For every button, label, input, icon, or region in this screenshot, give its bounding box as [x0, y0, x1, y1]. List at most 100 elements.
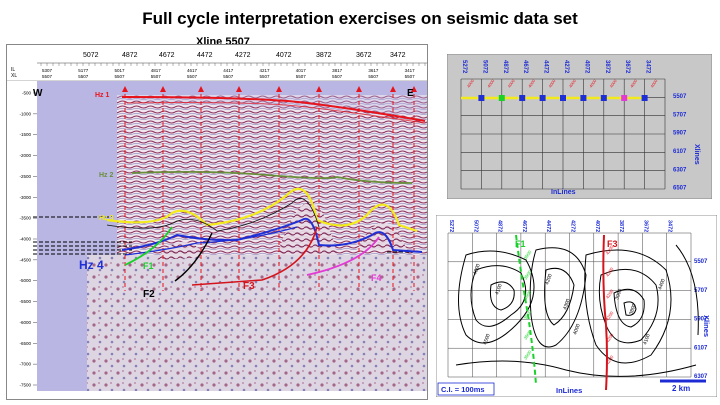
header-cell-il: 4017: [296, 68, 307, 73]
slide-title: Full cycle interpretation exercises on s…: [142, 9, 578, 28]
time-tick-label: -3500: [19, 216, 31, 221]
hz1-label: Hz 1: [95, 92, 110, 99]
basemap-xline-label: 5907: [673, 131, 687, 137]
contour-fault-f1: [515, 234, 537, 386]
contour-red-label: 4200: [605, 288, 615, 299]
header-cell-xl: 5507: [115, 74, 126, 79]
fault-f1: [124, 226, 173, 266]
horizon-pointers: [33, 216, 422, 255]
contour-map: 5272 5072 4872 4672 4472 4272 4072 3872 3672 3472…: [435, 214, 718, 398]
time-tick-label: -5000: [19, 278, 31, 283]
basemap-well-marker: [498, 95, 505, 101]
time-axis: -500 -1000 -1500 -2000 -2500 -3000 -3500 -4000 -…: [19, 91, 37, 388]
header-cell-xl: 5507: [405, 74, 416, 79]
fault-f4: [306, 236, 380, 276]
time-tick-label: -4000: [19, 237, 31, 242]
contour-inline-label: 4672: [521, 220, 527, 232]
time-tick-label: -2500: [19, 174, 31, 179]
contour-value-label: 3800: [628, 303, 638, 316]
time-tick-label: -7000: [19, 362, 31, 367]
basemap-inlines-label: InLines: [551, 189, 576, 196]
header-cell-xl: 5507: [78, 74, 89, 79]
basemap-inline-label: 4472: [543, 60, 549, 74]
horizon-hz2: [131, 170, 413, 184]
basemap-red-label: 4000: [547, 78, 557, 89]
contour-inline-label: 4072: [594, 220, 600, 232]
crossline-arrow-icon: [356, 86, 362, 92]
header-tick-row: ILXL530755075177550750175507481755074617…: [11, 62, 427, 79]
basemap-red-label: 4000: [568, 78, 578, 89]
crossline-arrow-icon: [316, 86, 322, 92]
hz4-label: Hz 4: [79, 258, 104, 272]
header-row-label-il: IL: [11, 67, 15, 73]
basemap-well-marker: [560, 95, 566, 101]
header-cell-il: 5017: [115, 68, 126, 73]
contour-red-label: 4200: [605, 266, 615, 277]
contour-interval-label: C.I. = 100ms: [441, 385, 485, 394]
basemap-inline-label: 3672: [624, 60, 630, 74]
contour-value-label: 4100: [642, 333, 652, 346]
basemap-inline-label: 5272: [461, 60, 467, 74]
contour-green-label: 3900: [523, 329, 533, 340]
contour-inline-label: 5072: [472, 220, 478, 232]
time-tick-label: -5500: [19, 299, 31, 304]
crossline-label: 5072: [83, 52, 99, 59]
header-cell-il: 5177: [78, 68, 89, 73]
basemap-red-label: 4000: [649, 78, 659, 89]
time-tick-label: -6500: [19, 341, 31, 346]
header-cell-il: 3617: [368, 68, 379, 73]
header-cell-il: 4217: [260, 68, 271, 73]
contour-value-label: 4500: [482, 333, 492, 346]
basemap-inline-label: 4272: [563, 60, 569, 74]
contour-scale-label: 2 km: [672, 384, 690, 393]
basemap-well-marker: [539, 95, 546, 101]
horizon-hz4: [121, 217, 423, 253]
seismic-noise-lower: [87, 255, 427, 391]
header-cell-xl: 5507: [223, 74, 234, 79]
contour-inline-label: 3472: [667, 220, 673, 232]
contour-green-label: 3900: [523, 309, 533, 320]
contour-inline-label: 3672: [642, 220, 648, 232]
hz3-label: Hz 3: [99, 215, 114, 222]
east-label: E: [407, 88, 414, 99]
contour-xline-label: 5707: [694, 288, 708, 294]
contour-green-label: 3900: [523, 289, 533, 300]
contour-value-label: 4000: [472, 263, 482, 276]
crossline-label: 4672: [159, 52, 175, 59]
basemap-well-marker: [621, 95, 628, 101]
crossline-arrow-icon: [198, 86, 204, 92]
crossline-label: 3872: [316, 52, 332, 59]
f2-label: F2: [143, 289, 155, 300]
basemap-xline-label: 5707: [673, 112, 687, 118]
crossline-arrow-icon: [411, 86, 417, 92]
time-tick-label: -3000: [19, 195, 31, 200]
contour-xline-label: 5507: [694, 259, 708, 265]
basemap-inline-label: 4872: [502, 60, 508, 74]
horizon-hz3: [106, 187, 418, 233]
f4-label: F4: [371, 273, 382, 283]
crossline-label: 4872: [122, 52, 138, 59]
contour-green-label: 3900: [523, 269, 533, 280]
header-cell-xl: 5507: [296, 74, 307, 79]
f3-label: F3: [243, 281, 255, 292]
basemap-well-marker: [580, 95, 587, 101]
header-cell-il: 4417: [223, 68, 234, 73]
crossline-markers: [122, 86, 417, 291]
contour-value-label: 4200: [544, 273, 554, 286]
header-cell-il: 3417: [405, 68, 416, 73]
fault-f2: [174, 232, 213, 282]
basemap-inline-label: 4072: [583, 60, 589, 74]
crossline-label: 4272: [235, 52, 251, 59]
contour-red-label: 4200: [605, 354, 615, 365]
crossline-arrow-icon: [390, 86, 396, 92]
basemap-well-marker: [478, 95, 485, 101]
basemap-red-label: 4000: [486, 78, 496, 89]
crossline-arrow-icon: [276, 86, 282, 92]
basemap-red-label: 4000: [588, 78, 598, 89]
west-label: W: [33, 88, 43, 99]
contour-xline-label: 6107: [694, 345, 708, 351]
contour-inline-label: 5272: [448, 220, 454, 232]
basemap-xlines-label: Xlines: [693, 144, 700, 165]
basemap-xline-label: 6107: [673, 149, 687, 155]
contour-inlines-label: InLines: [556, 386, 582, 395]
